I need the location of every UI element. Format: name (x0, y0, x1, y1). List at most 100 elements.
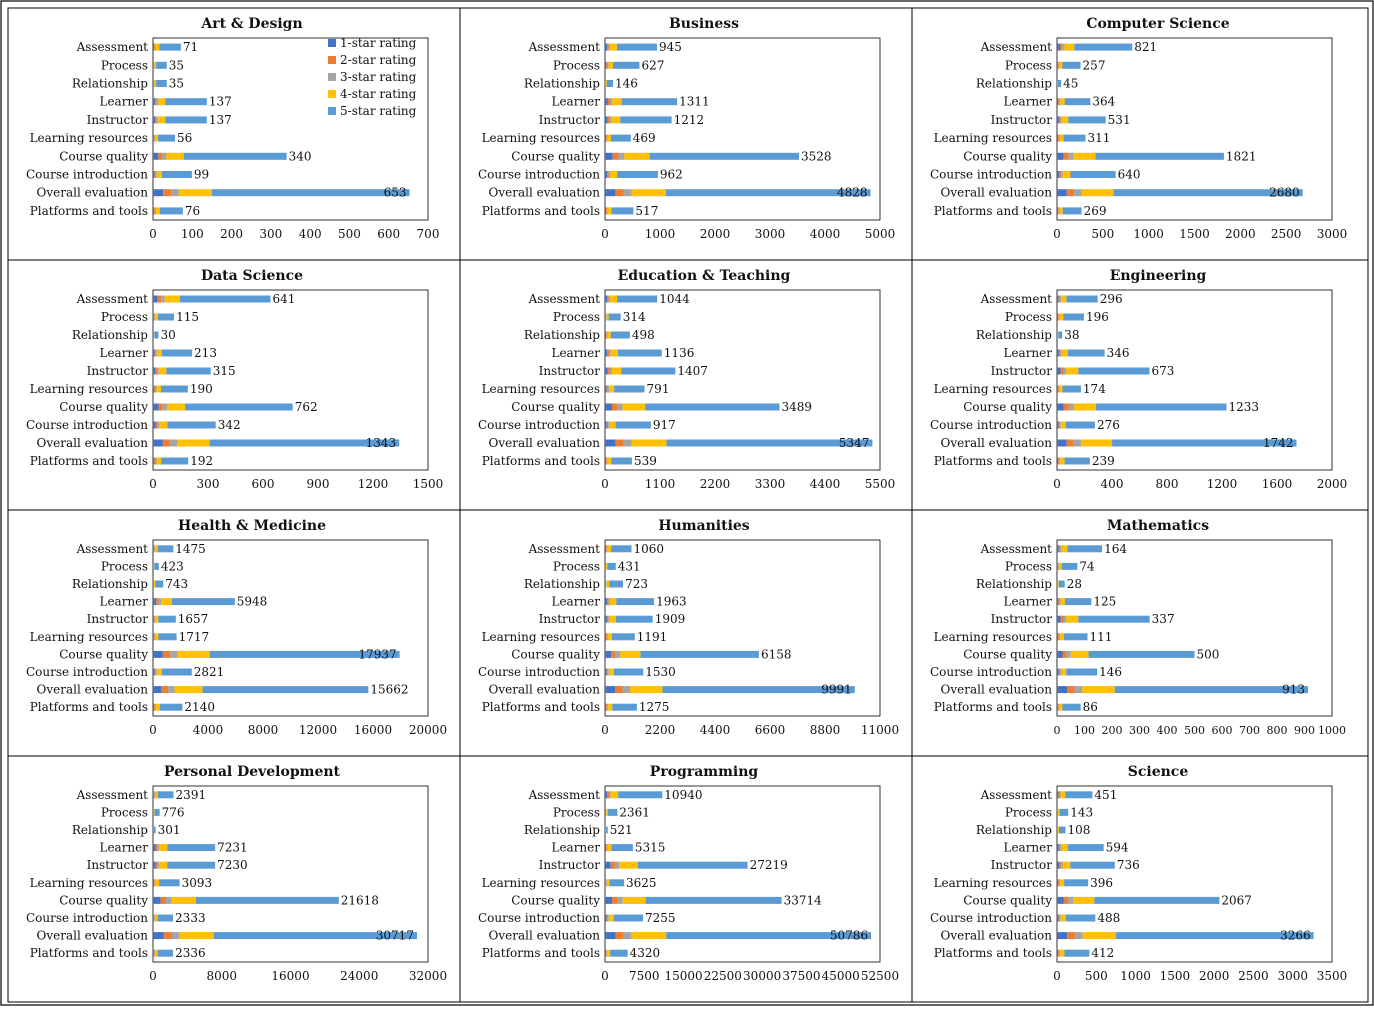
x-tick-label: 2000 (1199, 969, 1230, 983)
category-label: Platforms and tools (30, 204, 148, 218)
bar-segment (1060, 915, 1061, 922)
x-tick-label: 1000 (645, 227, 676, 241)
bar-segment (1059, 669, 1060, 676)
bar-segment (154, 704, 155, 711)
category-label: Course introduction (930, 168, 1052, 182)
x-tick-label: 12000 (299, 723, 337, 737)
data-label: 1963 (656, 595, 687, 609)
bar-segment (1059, 844, 1060, 851)
category-label: Course introduction (26, 911, 148, 925)
data-label: 108 (1067, 823, 1090, 837)
category-label: Relationship (72, 577, 148, 591)
bar-segment (1061, 616, 1064, 623)
category-label: Process (1005, 58, 1052, 72)
data-label: 5948 (237, 595, 268, 609)
bar-segment (1060, 545, 1061, 552)
category-label: Learning resources (934, 876, 1052, 890)
x-tick-label: 600 (1212, 724, 1233, 737)
bar-segment (175, 686, 203, 693)
x-tick-label: 1500 (1179, 227, 1210, 241)
bar-segment (1064, 879, 1088, 886)
data-label: 396 (1090, 876, 1113, 890)
bar-segment (618, 791, 662, 798)
bar-segment (153, 791, 154, 798)
bar-segment (155, 171, 156, 178)
bar-segment (610, 368, 612, 375)
data-label: 3093 (182, 876, 213, 890)
bar-segment (1067, 651, 1071, 658)
x-tick-label: 7500 (629, 969, 660, 983)
bar-segment (158, 616, 176, 623)
bar-segment (607, 791, 609, 798)
x-tick-label: 2500 (1238, 969, 1269, 983)
bar-segment (1069, 153, 1074, 160)
data-label: 137 (209, 95, 232, 109)
bar-segment (1078, 616, 1149, 623)
data-label: 1530 (645, 665, 676, 679)
x-tick-label: 600 (252, 477, 275, 491)
data-label: 257 (1083, 58, 1106, 72)
bar-segment (154, 915, 155, 922)
x-tick-label: 2500 (1271, 227, 1302, 241)
bar-segment (605, 844, 606, 851)
category-label: Overall evaluation (489, 186, 601, 200)
bar-segment (606, 704, 607, 711)
bar-segment (616, 651, 621, 658)
bar-segment (161, 458, 188, 465)
category-label: Overall evaluation (489, 436, 601, 450)
data-label: 1060 (634, 542, 665, 556)
bar-segment (1059, 827, 1066, 834)
bar-segment (1074, 189, 1081, 196)
data-label: 7231 (217, 841, 248, 855)
bar-segment (605, 422, 607, 429)
bar-segment (609, 915, 614, 922)
x-tick-label: 0 (601, 477, 609, 491)
category-label: Process (553, 310, 600, 324)
bar-segment (172, 897, 196, 904)
bar-segment (608, 135, 611, 142)
bar-segment (1059, 314, 1060, 321)
bar-segment (155, 135, 158, 142)
bar-segment (613, 153, 619, 160)
data-label: 2361 (619, 805, 650, 819)
category-label: Platforms and tools (934, 204, 1052, 218)
data-label: 1407 (677, 364, 708, 378)
data-label: 28 (1067, 577, 1082, 591)
data-label: 762 (295, 400, 318, 414)
bar-segment (172, 598, 235, 605)
bar-segment (155, 844, 157, 851)
category-label: Assessment (528, 40, 601, 54)
bar-segment (153, 633, 154, 640)
bar-segment (154, 581, 155, 588)
bar-segment (1060, 296, 1061, 303)
x-tick-label: 200 (1102, 724, 1123, 737)
bar-segment (1058, 314, 1059, 321)
x-tick-label: 400 (1157, 724, 1178, 737)
bar-segment (1057, 207, 1058, 214)
bar-segment (606, 809, 608, 816)
chart-title: Engineering (1110, 268, 1207, 284)
bar-segment (1059, 581, 1065, 588)
bar-segment (156, 80, 167, 87)
bar-segment (613, 62, 640, 69)
category-label: Process (101, 805, 148, 819)
bar-segment (611, 135, 631, 142)
bar-segment (153, 404, 159, 411)
bar-segment (155, 862, 157, 869)
x-tick-label: 2000 (1225, 227, 1256, 241)
bar-segment (1058, 704, 1059, 711)
bar-segment (611, 791, 618, 798)
data-label: 5347 (839, 436, 870, 450)
category-label: Course introduction (26, 168, 148, 182)
bar-segment (1064, 153, 1069, 160)
bar-segment (609, 386, 614, 393)
bar-segment (1059, 116, 1060, 123)
bar-segment (1066, 669, 1097, 676)
bar-segment (632, 440, 667, 447)
data-label: 296 (1100, 292, 1123, 306)
bar-segment (607, 950, 610, 957)
bar-segment (1058, 386, 1059, 393)
bar-segment (608, 809, 618, 816)
bar-segment (155, 207, 156, 214)
bar-segment (1057, 545, 1059, 552)
